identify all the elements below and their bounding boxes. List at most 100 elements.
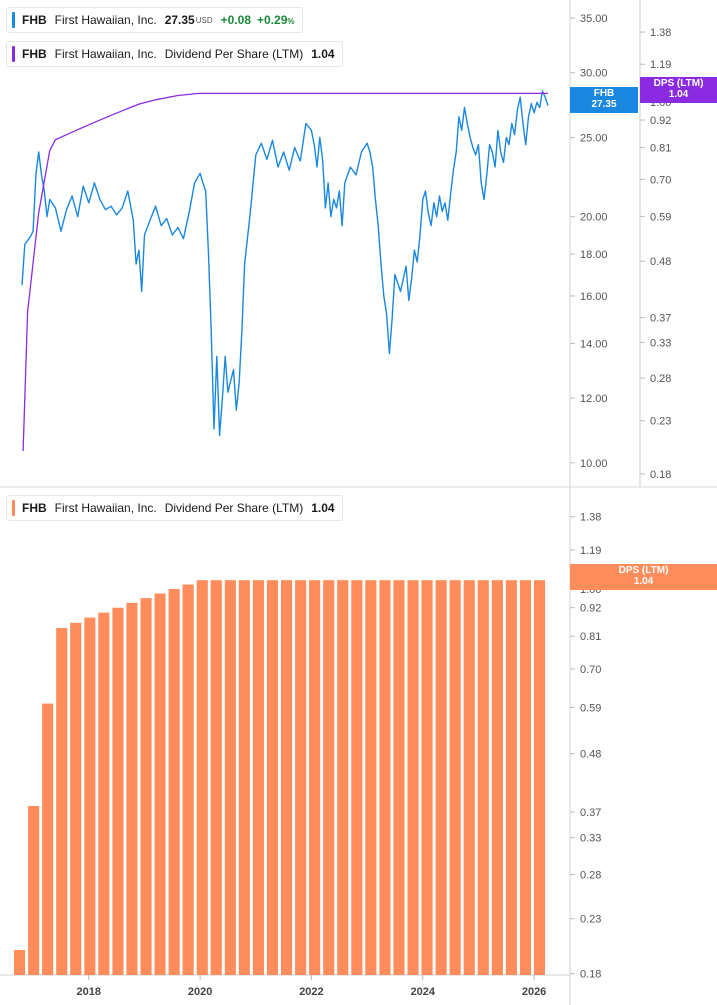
dps-bar bbox=[421, 580, 433, 975]
dps-bar bbox=[56, 628, 68, 975]
dps-bar bbox=[505, 580, 517, 975]
legend-dps-top-metric: Dividend Per Share (LTM) bbox=[164, 47, 304, 61]
dps-bar bbox=[224, 580, 236, 975]
dps-bar bbox=[126, 602, 138, 975]
legend-dps-top-name: First Hawaiian, Inc. bbox=[54, 47, 157, 61]
dps-bar bbox=[266, 580, 278, 975]
dps-bar bbox=[435, 580, 447, 975]
legend-price-ticker: FHB bbox=[22, 13, 47, 27]
dps-bar bbox=[449, 580, 461, 975]
dps-top-tag-value: 1.04 bbox=[668, 89, 689, 100]
dps-bar bbox=[70, 622, 82, 975]
legend-dps-bottom-swatch bbox=[12, 500, 15, 516]
dps-top-tick-label: 0.81 bbox=[650, 143, 671, 155]
dps-bar bbox=[337, 580, 349, 975]
dps-bar bbox=[210, 580, 222, 975]
legend-price-currency: USD bbox=[195, 15, 213, 25]
dps-top-tick-label: 0.70 bbox=[650, 174, 671, 186]
dps-bottom-tick-label: 0.18 bbox=[580, 969, 601, 981]
price-tick-label: 14.00 bbox=[580, 338, 608, 350]
dps-bar bbox=[491, 580, 503, 975]
x-tick-label: 2026 bbox=[522, 986, 546, 998]
dps-top-tick-label: 0.28 bbox=[650, 373, 671, 385]
dps-bar bbox=[365, 580, 377, 975]
dps-bar bbox=[393, 580, 405, 975]
dps-bar bbox=[196, 580, 208, 975]
dps-bar bbox=[463, 580, 475, 975]
legend-price-value: 27.35 bbox=[164, 13, 195, 27]
dps-bar bbox=[477, 580, 489, 975]
price-tick-label: 20.00 bbox=[580, 212, 608, 224]
legend-price-name: First Hawaiian, Inc. bbox=[54, 13, 157, 27]
dps-bottom-tag-label: DPS (LTM) bbox=[618, 565, 669, 576]
dps-bottom-tick-label: 0.37 bbox=[580, 807, 601, 819]
dps-top-tick-label: 1.19 bbox=[650, 59, 671, 71]
legend-price-change-pct: +0.29% bbox=[257, 13, 295, 27]
price-tick-label: 18.00 bbox=[580, 249, 608, 261]
legend-dps-bottom-name: First Hawaiian, Inc. bbox=[54, 501, 157, 515]
dps-line bbox=[22, 92, 548, 452]
price-tag-value: 27.35 bbox=[591, 99, 617, 110]
price-tick-label: 12.00 bbox=[580, 393, 608, 405]
dps-bottom-tick-label: 0.92 bbox=[580, 603, 601, 615]
dps-bottom-tick-label: 0.28 bbox=[580, 870, 601, 882]
dps-top-tick-label: 0.92 bbox=[650, 115, 671, 127]
dps-bar bbox=[238, 580, 250, 975]
dps-bar bbox=[379, 580, 391, 975]
price-tick-label: 30.00 bbox=[580, 68, 608, 80]
dps-top-axis-tag: DPS (LTM) 1.04 bbox=[640, 77, 717, 103]
dps-bottom-tag-value: 1.04 bbox=[633, 576, 654, 587]
legend-dps-top-ticker: FHB bbox=[22, 47, 47, 61]
dps-bottom-tick-label: 0.70 bbox=[580, 664, 601, 676]
price-tick-label: 10.00 bbox=[580, 458, 608, 470]
dps-bar bbox=[252, 580, 264, 975]
dps-top-tag-label: DPS (LTM) bbox=[653, 78, 704, 89]
dps-bottom-tick-label: 0.33 bbox=[580, 833, 601, 845]
dps-bar bbox=[323, 580, 335, 975]
legend-dps-top-swatch bbox=[12, 46, 15, 62]
dps-top-tick-label: 1.38 bbox=[650, 27, 671, 39]
legend-dps-bottom-metric: Dividend Per Share (LTM) bbox=[164, 501, 304, 515]
dps-top-tick-label: 0.48 bbox=[650, 256, 671, 268]
legend-price-swatch bbox=[12, 12, 15, 28]
dps-bottom-axis-tag: DPS (LTM) 1.04 bbox=[570, 564, 717, 590]
legend-price-pct-value: +0.29 bbox=[257, 13, 288, 27]
dps-bottom-tick-label: 0.81 bbox=[580, 631, 601, 643]
dps-bar bbox=[154, 593, 166, 975]
dps-bar bbox=[533, 580, 545, 975]
dps-bar bbox=[519, 580, 531, 975]
x-tick-label: 2024 bbox=[411, 986, 436, 998]
price-tick-label: 35.00 bbox=[580, 13, 608, 25]
dps-top-tick-label: 0.18 bbox=[650, 469, 671, 481]
legend-price-pct-sign: % bbox=[287, 17, 295, 26]
price-tick-label: 25.00 bbox=[580, 132, 608, 144]
legend-price-change: +0.08 bbox=[220, 13, 251, 27]
price-tick-label: 16.00 bbox=[580, 291, 608, 303]
dps-bar bbox=[295, 580, 307, 975]
legend-dps-bottom-ticker: FHB bbox=[22, 501, 47, 515]
dps-bar bbox=[84, 617, 96, 975]
dps-bottom-tick-label: 0.59 bbox=[580, 702, 601, 714]
x-tick-label: 2020 bbox=[188, 986, 212, 998]
legend-dps-bottom[interactable]: FHB First Hawaiian, Inc. Dividend Per Sh… bbox=[6, 495, 343, 521]
dps-top-tick-label: 0.33 bbox=[650, 337, 671, 349]
legend-price[interactable]: FHB First Hawaiian, Inc. 27.35 USD +0.08… bbox=[6, 7, 303, 33]
dps-top-tick-label: 0.23 bbox=[650, 416, 671, 428]
dps-bottom-tick-label: 1.38 bbox=[580, 512, 601, 524]
dps-bar bbox=[98, 612, 110, 975]
legend-dps-top[interactable]: FHB First Hawaiian, Inc. Dividend Per Sh… bbox=[6, 41, 343, 67]
x-tick-label: 2022 bbox=[299, 986, 323, 998]
dps-bar bbox=[168, 589, 180, 975]
dps-bar bbox=[140, 598, 152, 975]
dps-bar bbox=[182, 584, 194, 975]
x-tick-label: 2018 bbox=[77, 986, 101, 998]
dps-bar bbox=[112, 607, 124, 975]
dps-bar bbox=[407, 580, 419, 975]
dps-bottom-tick-label: 0.23 bbox=[580, 914, 601, 926]
dps-top-tick-label: 0.59 bbox=[650, 211, 671, 223]
dps-top-tick-label: 0.37 bbox=[650, 313, 671, 325]
price-tag-ticker: FHB bbox=[593, 88, 615, 99]
dps-bar bbox=[14, 950, 26, 975]
dps-bottom-tick-label: 0.48 bbox=[580, 749, 601, 761]
